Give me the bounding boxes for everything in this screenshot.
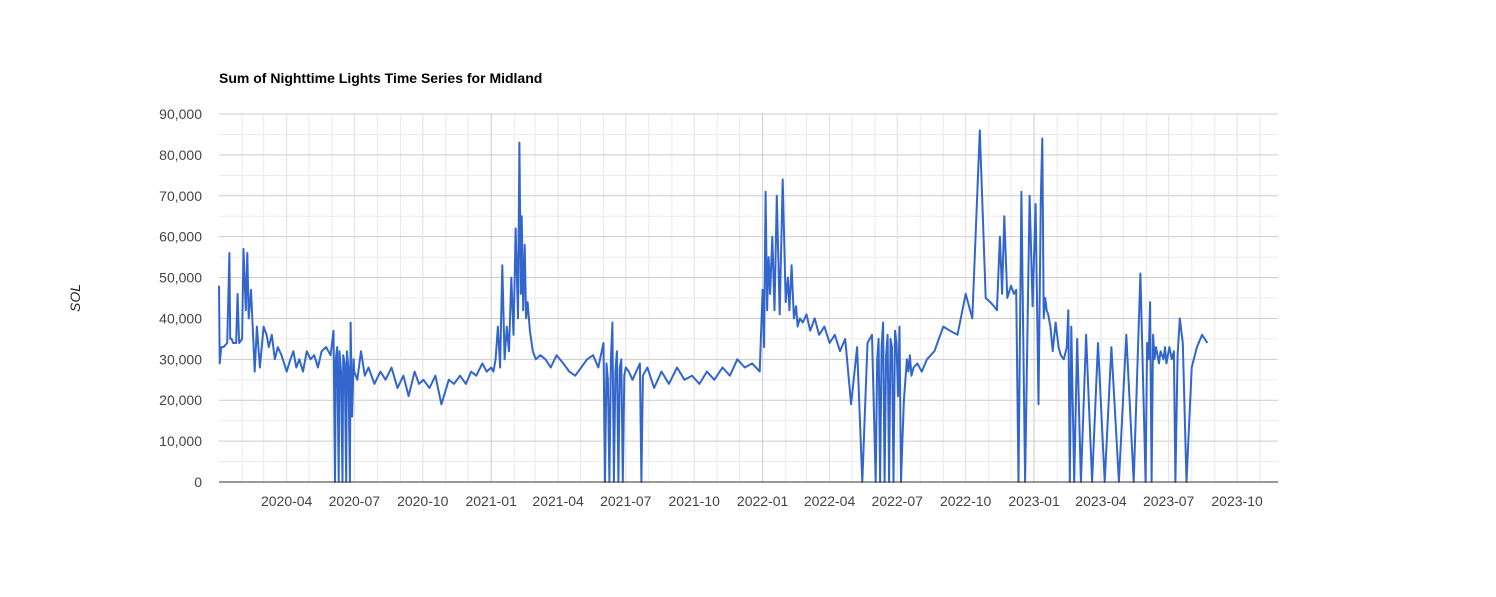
x-tick-label: 2023-10 (1211, 493, 1263, 509)
y-tick-label: 80,000 (159, 147, 202, 163)
y-tick-label: 10,000 (159, 433, 202, 449)
y-tick-label: 50,000 (159, 270, 202, 286)
y-tick-label: 30,000 (159, 351, 202, 367)
y-axis-title: SOL (67, 284, 83, 312)
grid-lines (219, 113, 1278, 482)
x-tick-label: 2022-10 (940, 493, 992, 509)
y-axis-ticks: 0 10,000 20,000 30,000 40,000 50,000 60,000 70,… (159, 106, 202, 490)
y-tick-label: 40,000 (159, 310, 202, 326)
y-tick-label: 90,000 (159, 106, 202, 122)
x-tick-label: 2023-07 (1143, 493, 1195, 509)
series-line-sol (218, 129, 1209, 483)
x-tick-label: 2020-07 (329, 493, 381, 509)
x-tick-label: 2020-10 (397, 493, 449, 509)
x-axis-ticks: 2020-04 2020-07 2020-10 2021-01 2021-04 2021-… (261, 493, 1263, 509)
x-tick-label: 2022-04 (804, 493, 856, 509)
x-tick-label: 2023-04 (1075, 493, 1127, 509)
x-tick-label: 2021-07 (600, 493, 652, 509)
x-tick-label: 2023-01 (1008, 493, 1060, 509)
y-tick-label: 60,000 (159, 229, 202, 245)
y-tick-label: 70,000 (159, 188, 202, 204)
x-tick-label: 2022-07 (872, 493, 924, 509)
y-tick-label: 0 (194, 474, 202, 490)
x-tick-label: 2021-10 (669, 493, 721, 509)
x-tick-label: 2021-04 (532, 493, 584, 509)
x-tick-label: 2021-01 (465, 493, 517, 509)
x-tick-label: 2020-04 (261, 493, 313, 509)
x-tick-label: 2022-01 (737, 493, 789, 509)
chart-title: Sum of Nighttime Lights Time Series for … (219, 70, 543, 86)
y-tick-label: 20,000 (159, 392, 202, 408)
